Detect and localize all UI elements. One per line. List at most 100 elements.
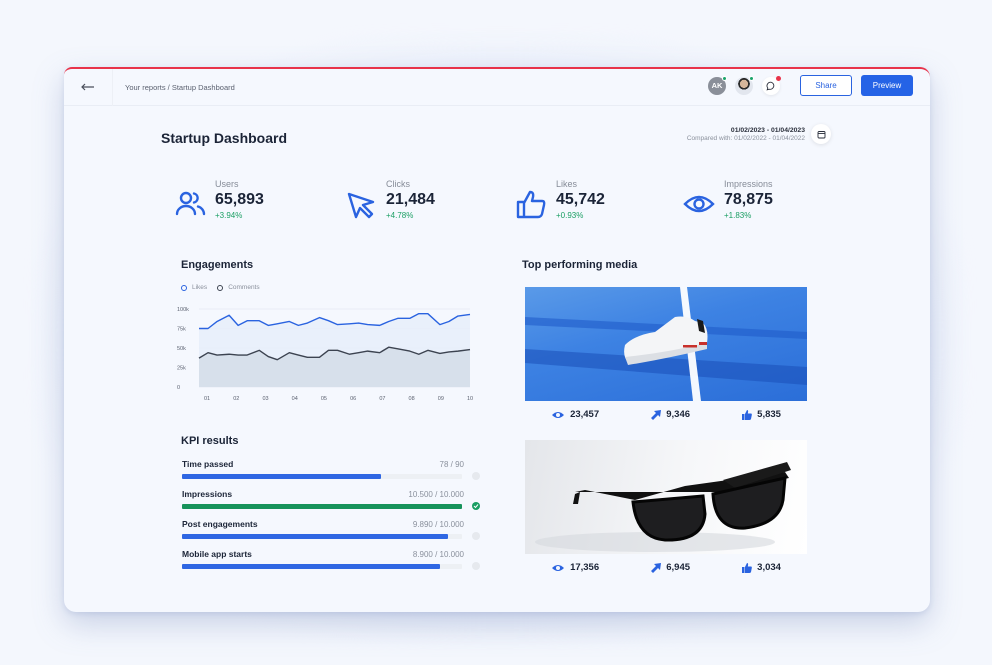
legend-marker: [181, 284, 187, 291]
kpi-name: Post engagements: [182, 519, 258, 529]
x-tick-label: 07: [379, 396, 385, 402]
dashboard-window: Your reports / Startup Dashboard AK Shar…: [64, 67, 930, 612]
stat-change: +3.94%: [215, 211, 243, 220]
cursor-icon: [347, 192, 375, 219]
media-image-sneaker[interactable]: [525, 287, 807, 401]
top-bar: Your reports / Startup Dashboard AK Shar…: [64, 69, 930, 106]
kpi-progress-fill: [182, 534, 448, 539]
stat-change: +1.83%: [724, 211, 752, 220]
stat-value: 21,484: [386, 191, 435, 208]
avatar-ak[interactable]: AK: [708, 75, 727, 95]
likes-metric: 5,835: [742, 409, 781, 420]
kpi-row: Time passed 78 / 90: [182, 459, 482, 469]
stat-change: +4.78%: [386, 211, 414, 220]
thumbs-up-icon: [742, 409, 752, 420]
x-tick-label: 10: [467, 396, 473, 402]
media-title: Top performing media: [522, 259, 638, 271]
online-status-dot: [722, 75, 727, 81]
chart-legend: Likes Comments: [181, 284, 270, 291]
likes-count: 5,835: [757, 409, 781, 420]
likes-metric: 3,034: [742, 562, 781, 573]
series-line-likes[interactable]: [199, 312, 471, 330]
media-metrics: 23,457 9,346 5,835: [525, 409, 807, 420]
media-image-sunglasses[interactable]: [525, 440, 807, 554]
kpi-item: Post engagements 9.890 / 10.000: [182, 519, 482, 540]
stat-label: Clicks: [386, 179, 410, 189]
eye-icon: [552, 564, 565, 571]
breadcrumb[interactable]: Your reports / Startup Dashboard: [125, 82, 235, 92]
shares-metric: 9,346: [651, 409, 690, 420]
legend-comments[interactable]: Comments: [217, 284, 260, 291]
stat-value: 45,742: [556, 191, 605, 208]
kpi-progress-fill: [182, 474, 381, 479]
calendar-icon: [817, 130, 825, 138]
kpi-value: 10.500 / 10.000: [408, 490, 464, 499]
kpi-progress-fill: [182, 504, 462, 509]
kpi-name: Time passed: [182, 459, 234, 469]
comments-button[interactable]: [762, 75, 781, 95]
back-button[interactable]: [64, 69, 113, 106]
x-tick-label: 03: [262, 396, 268, 402]
thumbs-up-icon: [516, 190, 546, 219]
avatar-user-photo[interactable]: [735, 75, 754, 95]
likes-count: 3,034: [757, 562, 781, 573]
stat-clicks: Clicks 21,484 +4.78%: [345, 179, 435, 220]
kpi-status-indicator: [472, 532, 480, 540]
kpi-progress-track: [182, 472, 480, 480]
thumbs-up-icon: [742, 562, 752, 573]
preview-button[interactable]: Preview: [861, 75, 913, 96]
sneaker-illustration: [525, 287, 807, 401]
views-count: 23,457: [570, 409, 600, 420]
kpi-row: Post engagements 9.890 / 10.000: [182, 519, 482, 529]
arrow-up-right-icon: [651, 562, 662, 573]
check-circle-icon: [472, 502, 480, 510]
y-tick-label: 100k: [177, 307, 189, 313]
stat-likes: Likes 45,742 +0.93%: [515, 179, 605, 220]
y-tick-label: 0: [177, 385, 180, 391]
views-count: 17,356: [570, 562, 600, 573]
stat-impressions: Impressions 78,875 +1.83%: [683, 179, 773, 220]
stat-users: Users 65,893 +3.94%: [174, 179, 264, 220]
share-button[interactable]: Share: [800, 75, 852, 96]
y-tick-label: 75k: [177, 327, 186, 333]
x-tick-label: 01: [204, 396, 210, 402]
x-tick-label: 04: [292, 396, 298, 402]
shares-metric: 6,945: [651, 562, 690, 573]
shares-count: 6,945: [666, 562, 691, 573]
stat-value: 65,893: [215, 191, 264, 208]
date-range-picker[interactable]: 01/02/2023 - 01/04/2023 Compared with: 0…: [687, 127, 805, 142]
series-line-comments[interactable]: [198, 346, 471, 361]
eye-icon: [683, 195, 715, 213]
x-tick-label: 05: [321, 396, 327, 402]
x-tick-label: 06: [350, 396, 356, 402]
stat-label: Users: [215, 179, 239, 189]
kpi-progress-track: [182, 562, 480, 570]
kpi-progress-track: [182, 532, 480, 540]
kpi-item: Impressions 10.500 / 10.000: [182, 489, 482, 510]
kpi-row: Mobile app starts 8.900 / 10.000: [182, 549, 482, 559]
arrow-left-icon: [81, 83, 94, 91]
media-card-1[interactable]: 23,457 9,346 5,835: [525, 287, 807, 420]
users-icon: [175, 191, 206, 216]
date-range: 01/02/2023 - 01/04/2023: [730, 127, 805, 134]
kpi-status-indicator: [472, 472, 480, 480]
media-card-2[interactable]: 17,356 6,945 3,034: [525, 440, 807, 573]
y-tick-label: 50k: [177, 346, 186, 352]
views-metric: 17,356: [551, 562, 599, 573]
notification-dot: [776, 75, 781, 81]
kpi-value: 8.900 / 10.000: [412, 550, 464, 559]
header-actions: AK Share Preview: [708, 75, 913, 96]
kpi-value: 9.890 / 10.000: [412, 520, 464, 529]
y-tick-label: 25k: [177, 366, 186, 372]
legend-likes[interactable]: Likes: [181, 284, 207, 291]
arrow-up-right-icon: [651, 409, 662, 420]
legend-label: Likes: [192, 284, 208, 291]
calendar-button[interactable]: [811, 124, 831, 144]
legend-label: Comments: [228, 284, 260, 291]
x-tick-label: 09: [438, 396, 444, 402]
kpi-row: Impressions 10.500 / 10.000: [182, 489, 482, 499]
kpi-progress-track: [182, 502, 480, 510]
kpi-value: 78 / 90: [439, 460, 464, 469]
kpi-progress-fill: [182, 564, 440, 569]
views-metric: 23,457: [551, 409, 599, 420]
